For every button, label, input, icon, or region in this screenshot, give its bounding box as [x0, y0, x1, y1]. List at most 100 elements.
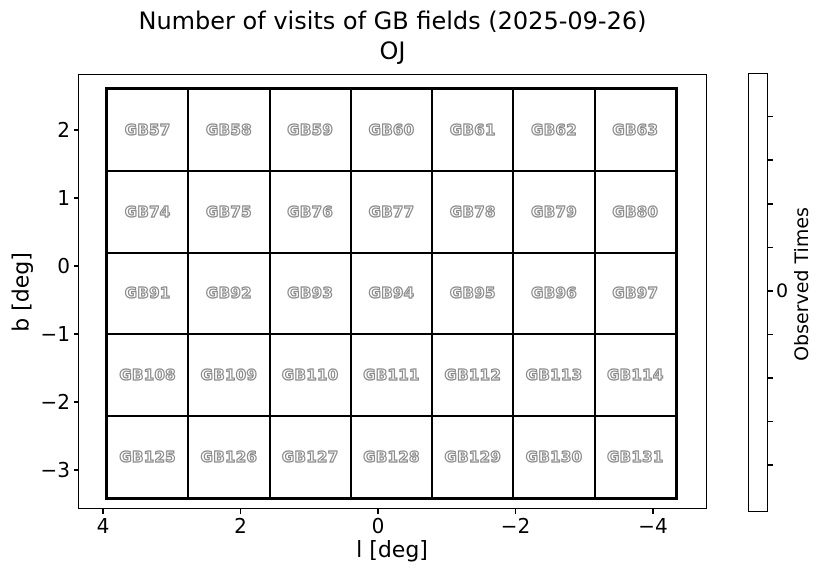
colorbar-tick [768, 203, 773, 205]
y-axis-tick [73, 129, 78, 131]
field-cell: GB80 [594, 170, 676, 253]
field-label: GB77 [368, 202, 415, 221]
x-axis-tick [514, 509, 517, 514]
y-axis-tick-label: −1 [40, 322, 70, 346]
field-label: GB125 [119, 448, 176, 467]
field-cell: GB95 [432, 252, 514, 335]
field-label: GB60 [368, 120, 415, 139]
field-label: GB80 [612, 202, 659, 221]
field-cell: GB61 [432, 89, 514, 171]
field-cell: GB62 [513, 89, 595, 171]
y-axis-tick-label: 1 [57, 186, 70, 210]
y-axis-label: b [deg] [9, 252, 35, 332]
colorbar-tick [768, 377, 773, 379]
field-label: GB112 [444, 366, 502, 385]
field-label: GB58 [205, 120, 252, 139]
field-cell: GB110 [269, 334, 351, 417]
chart-subtitle: OJ [379, 37, 406, 65]
y-axis-tick [73, 469, 78, 471]
field-label: GB111 [363, 366, 420, 385]
colorbar-tick [768, 420, 773, 423]
field-cell: GB113 [513, 334, 595, 417]
field-label: GB62 [531, 120, 578, 139]
field-label: GB113 [525, 366, 583, 385]
colorbar-tick [768, 464, 773, 466]
field-cell: GB112 [432, 334, 514, 417]
y-axis-tick [73, 401, 78, 403]
field-cell: GB128 [350, 416, 433, 498]
field-label: GB108 [119, 366, 176, 385]
field-label: GB96 [531, 284, 578, 303]
field-label: GB93 [287, 284, 334, 303]
field-label: GB95 [449, 284, 496, 303]
field-cell: GB63 [594, 89, 676, 171]
field-cell: GB96 [513, 252, 595, 335]
x-axis-tick-label: 2 [234, 514, 247, 538]
x-axis-tick-label: 0 [371, 514, 385, 538]
field-label: GB59 [287, 120, 334, 139]
field-cell: GB60 [350, 89, 433, 171]
field-label: GB127 [281, 448, 339, 467]
field-cell: GB97 [594, 252, 676, 335]
field-label: GB91 [124, 284, 171, 303]
y-axis-tick-label: 2 [57, 118, 70, 142]
field-cell: GB77 [350, 170, 433, 253]
field-label: GB97 [612, 284, 659, 303]
x-axis-label: l [deg] [356, 538, 428, 563]
field-cell: GB59 [269, 89, 351, 171]
y-axis-tick-label: −2 [40, 390, 70, 414]
x-axis-tick [652, 509, 654, 514]
colorbar-tick [768, 333, 773, 336]
field-cell: GB114 [594, 334, 676, 417]
field-label: GB109 [200, 366, 258, 385]
field-grid: GB57 GB58 GB59 GB60 GB61 GB62 GB63 GB74 GB75 GB76… [105, 87, 678, 500]
colorbar-tick-label: 0 [776, 280, 789, 302]
field-cell: GB131 [594, 416, 676, 498]
field-cell: GB125 [107, 416, 189, 498]
field-cell: GB129 [432, 416, 514, 498]
field-label: GB78 [449, 202, 496, 221]
y-axis-tick-label: 0 [57, 254, 70, 278]
field-label: GB92 [205, 284, 252, 303]
field-cell: GB126 [188, 416, 270, 498]
field-cell: GB79 [513, 170, 595, 253]
field-cell: GB94 [350, 252, 433, 335]
field-cell: GB78 [432, 170, 514, 253]
field-label: GB114 [606, 366, 664, 385]
field-label: GB76 [287, 202, 334, 221]
field-label: GB63 [612, 120, 659, 139]
field-label: GB75 [205, 202, 252, 221]
field-label: GB126 [200, 448, 258, 467]
colorbar-label: Observed Times [791, 207, 813, 361]
field-label: GB74 [124, 202, 171, 221]
field-cell: GB127 [269, 416, 351, 498]
x-axis-tick [377, 509, 379, 514]
x-axis-tick [239, 509, 242, 514]
colorbar-tick [768, 159, 773, 161]
field-label: GB131 [606, 448, 664, 467]
field-cell: GB76 [269, 170, 351, 253]
colorbar-tick [768, 246, 773, 249]
x-axis-tick [102, 509, 104, 514]
field-label: GB130 [525, 448, 583, 467]
field-label: GB129 [444, 448, 502, 467]
y-axis-tick [73, 265, 78, 267]
chart-title: Number of visits of GB fields (2025-09-2… [138, 7, 647, 35]
field-cell: GB57 [107, 89, 189, 171]
field-cell: GB108 [107, 334, 189, 417]
field-cell: GB109 [188, 334, 270, 417]
y-axis-tick-label: −3 [40, 458, 70, 482]
field-label: GB57 [124, 120, 171, 139]
x-axis-tick-label: −2 [500, 514, 531, 538]
field-label: GB61 [449, 120, 496, 139]
y-axis-tick [73, 197, 78, 199]
colorbar-tick [768, 290, 773, 292]
colorbar [748, 73, 768, 512]
field-cell: GB58 [188, 89, 270, 171]
colorbar-tick [768, 115, 773, 118]
y-axis-tick [73, 333, 78, 335]
field-cell: GB111 [350, 334, 433, 417]
field-cell: GB93 [269, 252, 351, 335]
field-cell: GB91 [107, 252, 189, 335]
